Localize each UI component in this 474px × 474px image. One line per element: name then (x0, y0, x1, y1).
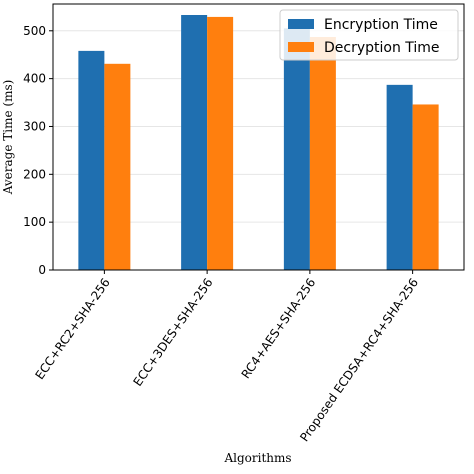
y-tick-label: 0 (38, 263, 46, 277)
bar (104, 63, 131, 271)
legend-label: Decryption Time (324, 40, 440, 56)
x-tick-label: ECC+3DES+SHA-256 (130, 276, 215, 389)
legend-swatch (288, 19, 314, 29)
legend-swatch (288, 42, 314, 52)
legend-label: Encryption Time (324, 17, 438, 33)
bar (386, 84, 413, 271)
y-tick-label: 300 (23, 119, 46, 133)
legend-box (279, 9, 459, 61)
x-tick-label: ECC+RC2+SHA-256 (33, 276, 113, 382)
bar (283, 28, 310, 271)
x-tick-label: RC4+AES+SHA-256 (239, 276, 319, 382)
bar (78, 50, 105, 271)
x-axis-label: Algorithms (223, 451, 291, 465)
y-tick-label: 400 (23, 72, 46, 86)
y-tick-label: 200 (23, 167, 46, 181)
bar (207, 16, 234, 270)
legend: Encryption Time Decryption Time (279, 9, 459, 61)
y-axis-label: Average Time (ms) (1, 80, 15, 196)
plot-frame (52, 3, 465, 271)
bar (412, 104, 439, 271)
y-tick-label: 100 (23, 215, 46, 229)
x-tick-label: Proposed ECDSA+RC4+SHA-256 (297, 276, 421, 445)
y-tick-label: 500 (23, 24, 46, 38)
bar (181, 15, 208, 270)
bar (309, 37, 336, 271)
